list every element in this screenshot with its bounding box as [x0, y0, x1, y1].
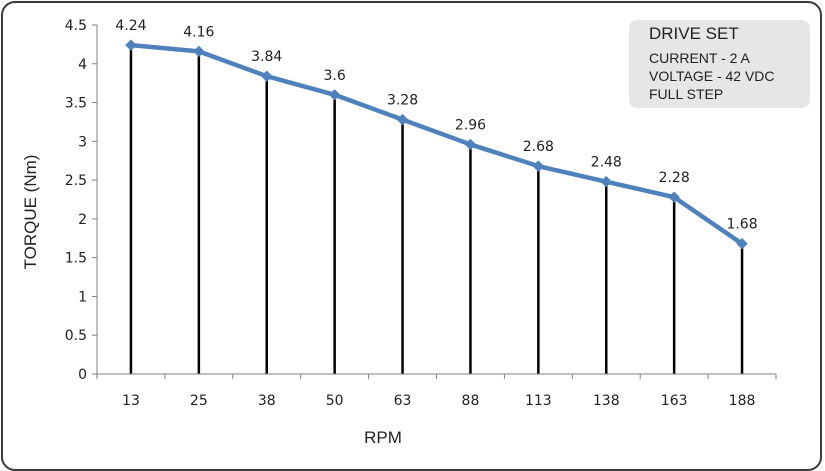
drive-set-annotation: DRIVE SET CURRENT - 2 A VOLTAGE - 42 VDC… — [629, 20, 810, 108]
y-tick-label: 0.5 — [65, 328, 87, 344]
annotation-title: DRIVE SET — [649, 24, 739, 43]
annotation-line-current: CURRENT - 2 A — [649, 50, 750, 66]
data-point-marker — [261, 70, 273, 82]
y-tick-label: 2 — [78, 212, 87, 228]
x-tick-label: 63 — [394, 393, 412, 409]
y-tick-label: 4.5 — [65, 18, 87, 34]
x-tick-label: 88 — [462, 393, 480, 409]
drop-lines — [129, 45, 744, 374]
x-tick-label: 50 — [326, 393, 344, 409]
y-tick-label: 1 — [78, 289, 87, 305]
data-point-marker — [125, 39, 137, 51]
x-tick-label: 138 — [593, 393, 620, 409]
data-point-marker — [668, 191, 680, 203]
y-tick-label: 3.5 — [65, 96, 87, 112]
axes — [92, 24, 777, 379]
data-label: 2.96 — [455, 117, 486, 133]
data-label: 2.28 — [659, 170, 690, 186]
data-label: 3.84 — [251, 49, 282, 65]
y-tick-label: 3 — [78, 134, 87, 150]
data-label: 2.68 — [523, 139, 554, 155]
y-tick-labels: 0 0.5 1 1.5 2 2.5 3 3.5 4 4.5 — [65, 18, 87, 383]
data-label: 1.68 — [726, 217, 757, 233]
y-tick-label: 2.5 — [65, 173, 87, 189]
data-point-marker — [464, 138, 477, 151]
x-axis-title: RPM — [364, 428, 402, 447]
x-tick-label: 25 — [190, 393, 208, 409]
data-point-marker — [600, 175, 612, 188]
torque-chart: 00.511.522.533.544.5 13 25 38 50 63 88 113 138 1… — [21, 18, 777, 447]
data-label: 3.28 — [387, 93, 418, 109]
data-labels: 4.24 4.16 3.84 3.6 3.28 2.96 2.68 2.48 2.28 1.68 — [115, 18, 757, 233]
y-tick-label: 0 — [78, 367, 87, 383]
data-label: 2.48 — [591, 155, 622, 171]
data-label: 3.6 — [324, 68, 346, 84]
data-label: 4.24 — [115, 18, 146, 34]
data-point-marker — [532, 160, 545, 172]
y-tick-label: 1.5 — [65, 251, 87, 267]
x-tick-label: 113 — [525, 393, 552, 409]
y-axis-title: TORQUE (Nm) — [21, 155, 40, 270]
x-tick-label: 188 — [729, 393, 756, 409]
x-tick-label: 38 — [258, 393, 276, 409]
x-tick-label: 13 — [122, 393, 140, 409]
series-torque — [125, 39, 748, 250]
annotation-line-step: FULL STEP — [649, 86, 724, 102]
data-point-marker — [193, 45, 205, 58]
y-tick-label: 4 — [78, 57, 87, 73]
data-point-marker — [736, 237, 748, 250]
data-point-marker — [396, 113, 409, 126]
x-tick-labels: 13 25 38 50 63 88 113 138 163 188 — [122, 393, 755, 409]
data-point-marker — [328, 89, 341, 101]
x-tick-label: 163 — [661, 393, 688, 409]
series-line — [130, 42, 744, 246]
annotation-line-voltage: VOLTAGE - 42 VDC — [649, 68, 775, 84]
data-label: 4.16 — [183, 24, 214, 40]
